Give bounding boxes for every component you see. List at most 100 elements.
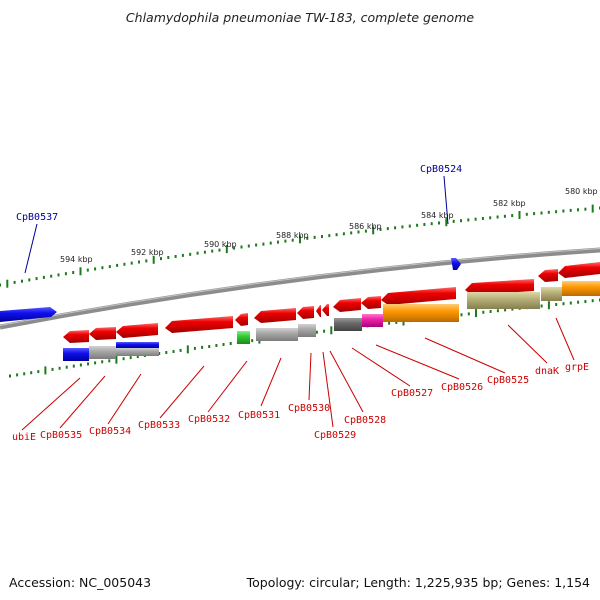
gene-label-cpb0537[interactable]: CpB0537 bbox=[16, 212, 58, 223]
gene-label-cpb0533[interactable]: CpB0533 bbox=[138, 420, 180, 431]
scale-minor-tick bbox=[247, 244, 250, 248]
scale-minor-tick bbox=[467, 218, 470, 222]
cog-bar-cpb0534-gray[interactable] bbox=[116, 348, 159, 356]
scale-minor-tick bbox=[482, 310, 485, 314]
gene-arrow-dnak[interactable] bbox=[465, 279, 534, 295]
scale-minor-tick bbox=[196, 251, 199, 255]
leader-cpb0532 bbox=[207, 360, 248, 413]
scale-minor-tick bbox=[108, 359, 111, 363]
leader-cpb0526 bbox=[375, 344, 460, 380]
scale-minor-tick bbox=[540, 211, 543, 215]
scale-minor-tick bbox=[291, 238, 294, 242]
scale-minor-tick bbox=[50, 274, 53, 278]
gene-arrow-cpb0535[interactable] bbox=[89, 327, 116, 340]
cog-bar-cpb0526[interactable] bbox=[362, 314, 383, 327]
gene-arrow-cpb0537[interactable] bbox=[0, 307, 57, 322]
gene-label-cpb0534[interactable]: CpB0534 bbox=[89, 426, 131, 437]
gene-arrow-cpb0533[interactable] bbox=[165, 316, 233, 333]
gene-label-cpb0525[interactable]: CpB0525 bbox=[487, 375, 529, 386]
scale-labels: 594 kbp 592 kbp 590 kbp 588 kbp 586 kbp … bbox=[60, 187, 598, 264]
gene-label-cpb0531[interactable]: CpB0531 bbox=[238, 410, 280, 421]
scale-minor-tick bbox=[160, 257, 162, 261]
leader-cpb0534 bbox=[107, 373, 142, 425]
cog-bar-cpb0532[interactable] bbox=[237, 331, 250, 344]
scale-minor-tick bbox=[65, 365, 68, 369]
gene-label-cpb0524[interactable]: CpB0524 bbox=[420, 164, 462, 175]
cog-bar-cpb0534-blue[interactable] bbox=[116, 342, 159, 348]
scale-minor-tick bbox=[37, 370, 40, 374]
scale-minor-tick bbox=[211, 249, 214, 253]
upper-tick-scale bbox=[0, 204, 600, 288]
scale-minor-tick bbox=[452, 219, 455, 223]
scale-minor-tick bbox=[562, 209, 565, 213]
cog-bar-cpb0525[interactable] bbox=[383, 304, 459, 322]
cog-bar-dnak[interactable] bbox=[467, 292, 540, 309]
gene-label-cpb0529[interactable]: CpB0529 bbox=[314, 430, 356, 441]
gene-arrow-cpb0530[interactable] bbox=[297, 306, 314, 319]
gene-arrow-cpb0532[interactable] bbox=[235, 313, 248, 326]
scale-minor-tick bbox=[496, 215, 499, 219]
gene-arrow-cpb0529[interactable] bbox=[316, 305, 321, 317]
gene-arrow-cpb0531[interactable] bbox=[254, 308, 296, 323]
scale-minor-tick bbox=[496, 309, 499, 313]
cog-bar-cpb0530[interactable] bbox=[298, 324, 316, 337]
scale-minor-tick bbox=[408, 224, 411, 228]
scale-minor-tick bbox=[584, 300, 587, 303]
gene-arrow-cpb0527[interactable] bbox=[333, 298, 361, 312]
scale-major-tick bbox=[44, 366, 47, 375]
tick-label: 584 kbp bbox=[421, 211, 454, 220]
scale-minor-tick bbox=[262, 242, 265, 246]
scale-minor-tick bbox=[72, 364, 75, 368]
gene-label-cpb0527[interactable]: CpB0527 bbox=[391, 388, 433, 399]
scale-major-tick bbox=[475, 309, 477, 318]
scale-minor-tick bbox=[379, 227, 382, 231]
gene-labels: CpB0537 CpB0524 ubiE CpB0535 CpB0534 CpB… bbox=[12, 164, 589, 443]
scale-minor-tick bbox=[584, 207, 587, 211]
scale-minor-tick bbox=[201, 345, 204, 349]
scale-minor-tick bbox=[42, 275, 45, 279]
cog-bar-cpb0535[interactable] bbox=[89, 346, 116, 359]
scale-major-tick bbox=[299, 235, 301, 244]
scale-major-tick bbox=[372, 226, 375, 235]
scale-minor-tick bbox=[423, 223, 426, 226]
leader-cpb0533 bbox=[159, 365, 205, 419]
scale-minor-tick bbox=[460, 313, 463, 317]
gene-arrow-ubie[interactable] bbox=[63, 330, 89, 343]
gene-label-cpb0535[interactable]: CpB0535 bbox=[40, 430, 82, 441]
scale-minor-tick bbox=[386, 227, 389, 231]
gene-arrow-cpb0525[interactable] bbox=[381, 287, 456, 305]
scale-minor-tick bbox=[323, 329, 326, 333]
label-leader-lines bbox=[21, 175, 575, 431]
cog-bar-grpe[interactable] bbox=[541, 287, 562, 301]
gene-label-cpb0532[interactable]: CpB0532 bbox=[188, 414, 230, 425]
scale-minor-tick bbox=[251, 339, 254, 343]
map-title: Chlamydophila pneumoniae TW-183, complet… bbox=[125, 10, 475, 25]
gene-label-grpe[interactable]: grpE bbox=[565, 362, 589, 373]
scale-minor-tick bbox=[388, 321, 391, 325]
cog-bar-offscreen[interactable] bbox=[562, 281, 600, 296]
gene-arrow-cpb0534[interactable] bbox=[116, 323, 158, 338]
gene-arrow-cpb0528[interactable] bbox=[322, 304, 329, 316]
leader-ubie bbox=[21, 377, 81, 431]
scale-minor-tick bbox=[540, 304, 543, 308]
cog-bar-cpb0527[interactable] bbox=[334, 318, 362, 331]
gene-arrow-offscreen[interactable] bbox=[558, 262, 600, 278]
scale-minor-tick bbox=[181, 253, 184, 257]
scale-major-tick bbox=[79, 267, 82, 276]
cog-bar-ubie[interactable] bbox=[63, 348, 89, 361]
gene-label-cpb0526[interactable]: CpB0526 bbox=[441, 382, 483, 393]
scale-minor-tick bbox=[306, 236, 309, 240]
gene-label-dnak[interactable]: dnaK bbox=[535, 366, 559, 377]
gene-arrow-cpb0526[interactable] bbox=[361, 296, 381, 309]
topology-label: Topology: circular; Length: 1,225,935 bp… bbox=[246, 575, 590, 590]
gene-arrow-grpe[interactable] bbox=[538, 269, 558, 282]
gene-arrow-cpb0524[interactable] bbox=[451, 258, 461, 270]
gene-label-ubie[interactable]: ubiE bbox=[12, 432, 36, 443]
gene-label-cpb0530[interactable]: CpB0530 bbox=[288, 403, 330, 414]
scale-minor-tick bbox=[315, 330, 318, 334]
scale-minor-tick bbox=[122, 357, 125, 361]
cog-bar-cpb0531[interactable] bbox=[256, 328, 298, 341]
scale-major-tick bbox=[445, 218, 448, 227]
gene-label-cpb0528[interactable]: CpB0528 bbox=[344, 415, 386, 426]
